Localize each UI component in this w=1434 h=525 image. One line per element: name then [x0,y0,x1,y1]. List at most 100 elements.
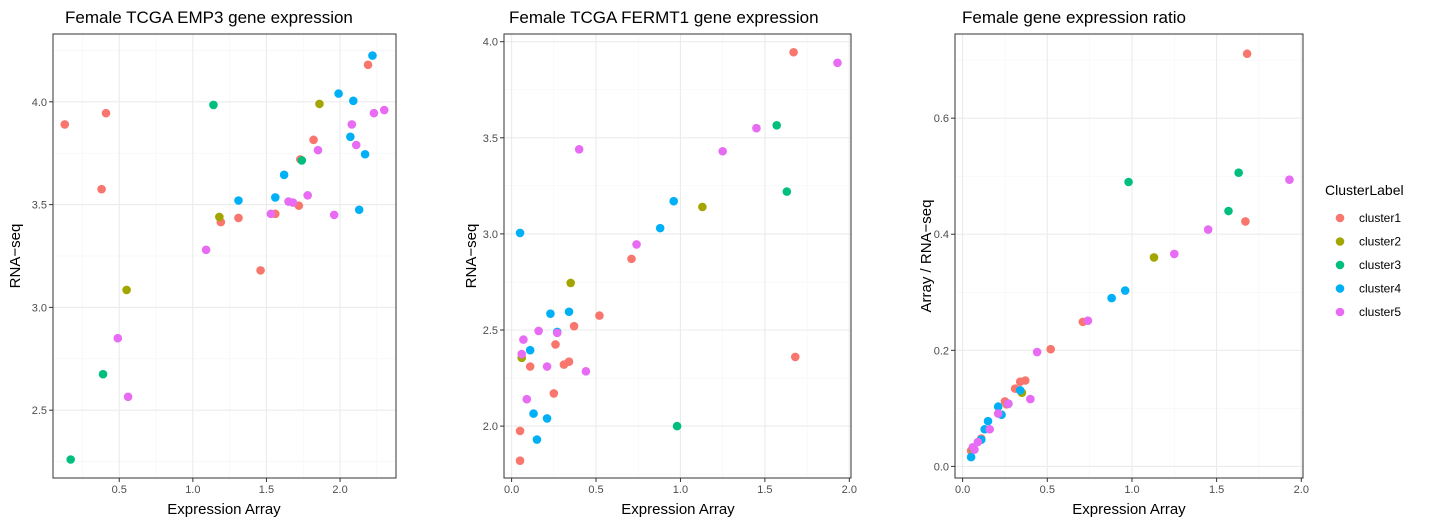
data-point-cluster1 [525,362,535,371]
y-tick-label: 0.4 [934,229,949,241]
data-point-cluster1 [97,184,106,194]
data-point-cluster4 [1107,293,1116,303]
data-point-cluster5 [534,326,543,336]
data-point-cluster5 [542,362,552,371]
data-point-cluster4 [368,51,377,60]
data-point-cluster5 [379,105,389,115]
data-point-cluster5 [574,145,584,154]
y-tick-label: 2.5 [32,405,47,417]
x-tick-label: 2.0 [1294,484,1309,496]
x-tick-label: 1.5 [757,484,772,496]
x-axis-label: Expression Array [621,501,735,518]
x-tick-label: 0.0 [504,484,519,496]
data-point-cluster3 [672,421,682,431]
data-point-cluster3 [66,455,75,464]
legend-key-cluster2 [1335,237,1345,246]
data-point-cluster4 [529,409,538,418]
data-point-cluster5 [313,145,323,155]
data-point-cluster5 [329,210,339,220]
data-point-cluster2 [122,285,131,295]
data-point-cluster5 [517,349,527,359]
data-point-cluster1 [595,311,604,320]
legend-label-cluster5: cluster5 [1359,305,1401,319]
legend: ClusterLabel cluster1cluster2cluster3clu… [1325,182,1404,319]
data-point-cluster4 [966,452,976,462]
chart-panel-2: 0.0 0.5 1.0 1.5 2.0 2.0 2.5 3.0 3.5 4.0 Female TCG… [463,8,857,518]
y-tick-label: 4.0 [483,37,498,49]
data-point-cluster1 [1020,376,1030,385]
y-tick-label: 3.0 [483,229,498,241]
data-point-cluster5 [519,335,528,344]
data-point-cluster3 [297,156,307,165]
data-point-cluster4 [346,132,355,142]
x-tick-label: 1.5 [259,484,274,496]
legend-title: ClusterLabel [1325,182,1404,198]
chart-title: Female TCGA FERMT1 gene expression [509,8,819,27]
y-tick-label: 0.2 [934,345,949,357]
y-axis-label: Array / RNA−seq [918,200,935,313]
y-axis-label: RNA−seq [7,224,24,289]
x-axis-label: Expression Array [1072,501,1186,518]
y-axis-label: RNA−seq [463,224,480,289]
y-tick-label: 3.5 [483,133,498,145]
data-point-cluster5 [288,198,298,207]
data-point-cluster2 [215,212,224,222]
data-point-cluster4 [532,435,542,444]
legend-key-cluster4 [1335,284,1345,293]
data-point-cluster3 [1224,206,1233,216]
data-point-cluster5 [718,146,727,156]
data-point-cluster1 [60,120,70,129]
chart-panel-3: 0.0 0.5 1.0 1.5 2.0 0.0 0.2 0.4 0.6 Female gene e… [918,8,1309,518]
data-point-cluster5 [1026,394,1035,404]
legend-items: cluster1 cluster2 cluster3 cluster4 cluster5 [1335,211,1401,319]
data-point-cluster5 [581,367,591,376]
legend-label-cluster4: cluster4 [1359,282,1401,296]
data-point-cluster4 [525,345,535,355]
panels: 0.5 1.0 1.5 2.0 2.5 3.0 3.5 4.0 Female TCGA EMP3… [7,8,1309,518]
data-point-cluster2 [698,202,707,212]
data-point-cluster5 [970,445,979,454]
x-axis-label: Expression Array [167,501,281,518]
legend-label-cluster2: cluster2 [1359,235,1401,249]
data-point-cluster5 [201,245,211,255]
data-point-cluster1 [1241,217,1250,226]
data-point-cluster5 [351,140,361,150]
data-point-cluster5 [522,394,532,404]
x-tick-label: 2.0 [332,484,347,496]
data-point-cluster4 [279,170,289,180]
y-tick-label: 4.0 [32,97,47,109]
data-point-cluster4 [1015,386,1025,395]
data-point-cluster4 [655,223,665,233]
data-point-cluster1 [569,321,579,331]
data-point-cluster2 [315,99,324,109]
data-point-cluster2 [1149,253,1159,262]
x-tick-label: 1.5 [1209,484,1224,496]
data-point-cluster3 [1124,177,1133,187]
data-point-cluster4 [270,193,280,202]
data-point-cluster2 [566,278,575,288]
y-tick-label: 0.6 [934,113,949,125]
data-point-cluster4 [983,416,993,426]
legend-key-cluster1 [1335,213,1345,223]
data-point-cluster5 [1032,347,1042,357]
x-tick-label: 1.0 [1124,484,1139,496]
chart-title: Female TCGA EMP3 gene expression [65,8,353,27]
data-point-cluster4 [360,149,370,159]
data-point-cluster5 [1004,399,1013,409]
chart-panel-1: 0.5 1.0 1.5 2.0 2.5 3.0 3.5 4.0 Female TCGA EMP3… [7,8,397,518]
data-point-cluster5 [1083,316,1093,326]
legend-key-cluster3 [1335,260,1345,270]
data-point-cluster1 [549,389,559,398]
data-point-cluster4 [1120,286,1130,295]
x-tick-label: 1.0 [185,484,200,496]
data-point-cluster1 [789,47,798,57]
x-tick-label: 1.0 [673,484,688,496]
data-point-cluster4 [993,402,1003,411]
panel-border [52,33,397,479]
data-point-cluster5 [347,120,357,129]
data-point-cluster4 [669,196,679,206]
y-tick-label: 3.5 [32,200,47,212]
data-point-cluster3 [98,369,108,379]
legend-label-cluster3: cluster3 [1359,258,1401,272]
